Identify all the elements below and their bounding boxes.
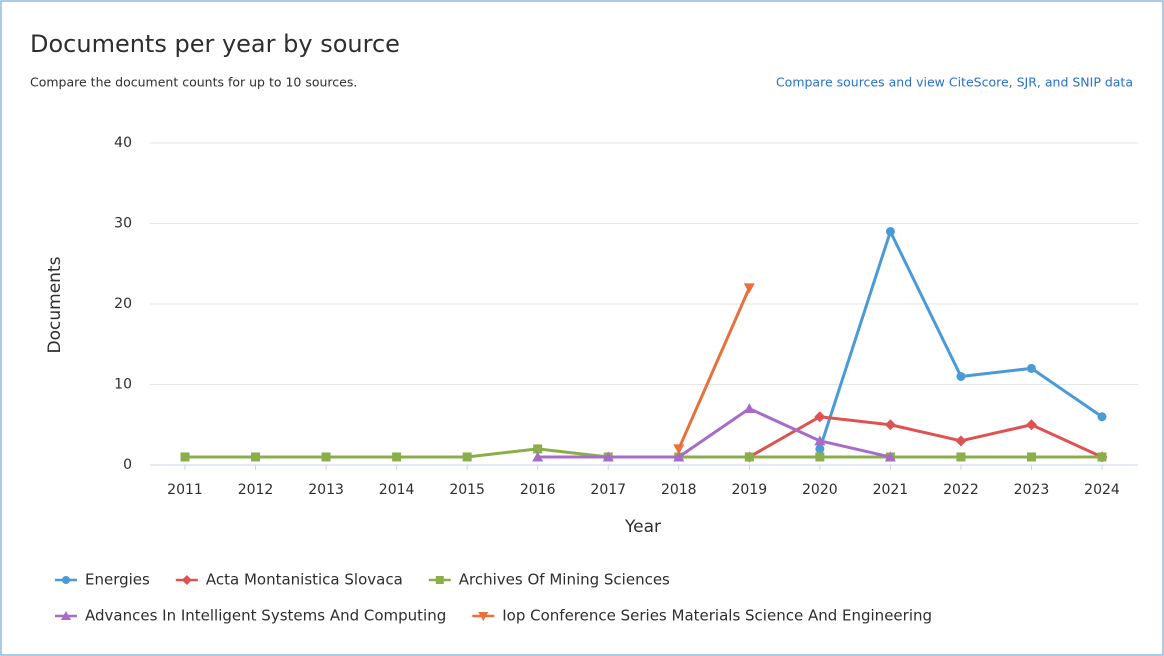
marker [1026, 363, 1036, 373]
x-tick-label: 2023 [1014, 482, 1050, 498]
y-axis-label: Documents [45, 256, 65, 353]
marker [392, 452, 402, 462]
marker [602, 451, 614, 462]
x-axis-label: Year [624, 517, 661, 537]
legend-label: Energies [85, 571, 150, 589]
chart-subtitle: Compare the document counts for up to 10… [30, 75, 357, 90]
legend-item[interactable]: Advances In Intelligent Systems And Comp… [55, 607, 446, 625]
legend-label: Iop Conference Series Materials Science … [502, 607, 932, 625]
marker [673, 451, 685, 462]
marker [181, 575, 192, 585]
x-tick-label: 2016 [520, 482, 556, 498]
y-tick-label: 0 [123, 457, 132, 473]
marker [478, 612, 489, 621]
legend-item[interactable]: Acta Montanistica Slovaca [175, 571, 403, 589]
marker [673, 444, 685, 455]
marker [1097, 452, 1107, 462]
y-tick-label: 30 [114, 216, 132, 232]
marker [435, 576, 444, 584]
marker [62, 576, 70, 584]
legend-item[interactable]: Energies [55, 571, 150, 589]
marker [533, 444, 543, 454]
x-tick-label: 2022 [943, 482, 979, 498]
x-tick-label: 2015 [449, 482, 485, 498]
marker [1026, 452, 1036, 462]
marker [180, 452, 190, 462]
x-tick-label: 2017 [590, 482, 626, 498]
x-tick-label: 2018 [661, 482, 697, 498]
marker [744, 452, 754, 462]
x-tick-label: 2013 [308, 482, 344, 498]
marker [814, 435, 826, 446]
x-tick-label: 2011 [167, 482, 203, 498]
marker [1097, 412, 1107, 422]
marker [885, 227, 895, 237]
chart-title: Documents per year by source [30, 30, 400, 58]
legend-label: Acta Montanistica Slovaca [206, 571, 403, 589]
x-tick-label: 2014 [379, 482, 415, 498]
legend-item[interactable]: Iop Conference Series Materials Science … [472, 607, 932, 625]
marker [61, 611, 71, 620]
marker [884, 419, 896, 431]
y-tick-label: 40 [114, 135, 132, 151]
marker [955, 435, 967, 447]
series-line [748, 415, 1103, 459]
marker [743, 283, 755, 294]
series-line [537, 407, 891, 459]
marker [884, 451, 896, 462]
compare-link[interactable]: Compare sources and view CiteScore, SJR,… [776, 75, 1133, 90]
x-tick-label: 2012 [238, 482, 274, 498]
marker [956, 452, 966, 462]
series-line [677, 287, 751, 450]
legend-item[interactable]: Archives Of Mining Sciences [428, 571, 670, 589]
x-tick-label: 2024 [1084, 482, 1120, 498]
x-tick-label: 2020 [802, 482, 838, 498]
y-tick-label: 20 [114, 296, 132, 312]
marker [814, 411, 826, 423]
marker [321, 452, 331, 462]
marker [462, 452, 472, 462]
marker [532, 451, 544, 462]
marker [1025, 419, 1037, 431]
legend-label: Advances In Intelligent Systems And Comp… [85, 607, 446, 625]
marker [743, 403, 755, 414]
legend-label: Archives Of Mining Sciences [459, 571, 670, 589]
x-tick-label: 2019 [731, 482, 767, 498]
x-tick-label: 2021 [873, 482, 909, 498]
marker [815, 444, 825, 454]
marker [956, 371, 966, 381]
marker [251, 452, 261, 462]
y-tick-label: 10 [114, 377, 132, 393]
marker [815, 452, 825, 462]
